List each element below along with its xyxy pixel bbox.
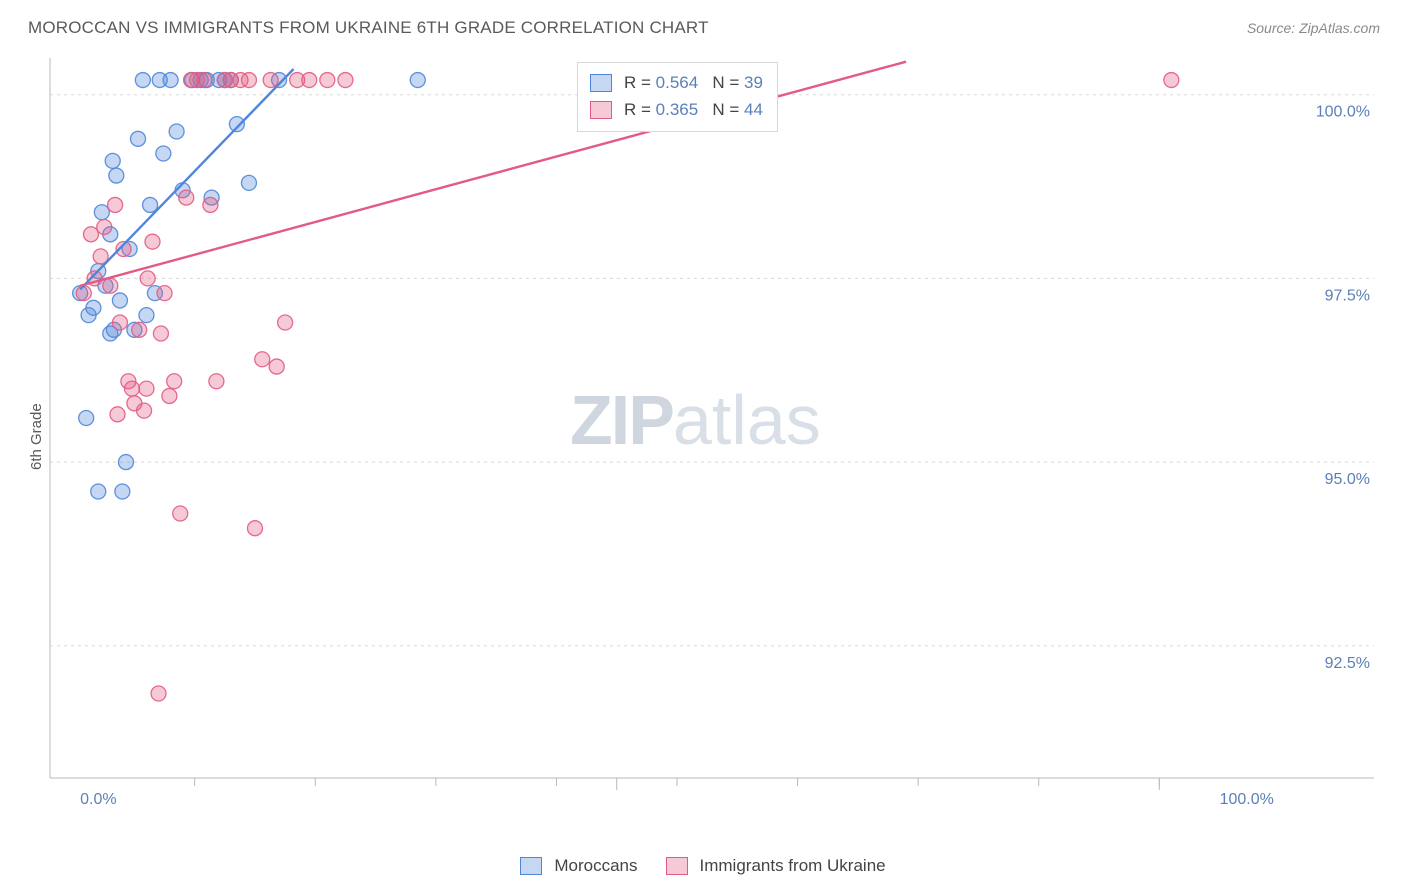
swatch-icon: [590, 101, 612, 119]
legend-item-moroccans: Moroccans: [520, 856, 637, 876]
svg-text:100.0%: 100.0%: [1316, 104, 1370, 121]
bottom-legend: Moroccans Immigrants from Ukraine: [0, 856, 1406, 880]
svg-text:92.5%: 92.5%: [1325, 655, 1370, 672]
scatter-plot: 92.5% 95.0% 97.5% 100.0% 0.0% 100.0%: [48, 58, 1378, 806]
correlation-row-ukraine: R = 0.365 N = 44: [590, 96, 763, 123]
y-axis-label: 6th Grade: [28, 403, 45, 470]
swatch-icon: [590, 74, 612, 92]
swatch-icon: [520, 857, 542, 875]
svg-text:100.0%: 100.0%: [1220, 791, 1274, 806]
correlation-row-moroccans: R = 0.564 N = 39: [590, 69, 763, 96]
svg-text:97.5%: 97.5%: [1325, 287, 1370, 304]
svg-text:95.0%: 95.0%: [1325, 471, 1370, 488]
svg-text:0.0%: 0.0%: [80, 791, 116, 806]
legend-item-ukraine: Immigrants from Ukraine: [666, 856, 886, 876]
chart-title: MOROCCAN VS IMMIGRANTS FROM UKRAINE 6TH …: [28, 18, 709, 38]
source-attribution: Source: ZipAtlas.com: [1247, 20, 1380, 36]
correlation-legend: R = 0.564 N = 39R = 0.365 N = 44: [577, 62, 778, 132]
swatch-icon: [666, 857, 688, 875]
